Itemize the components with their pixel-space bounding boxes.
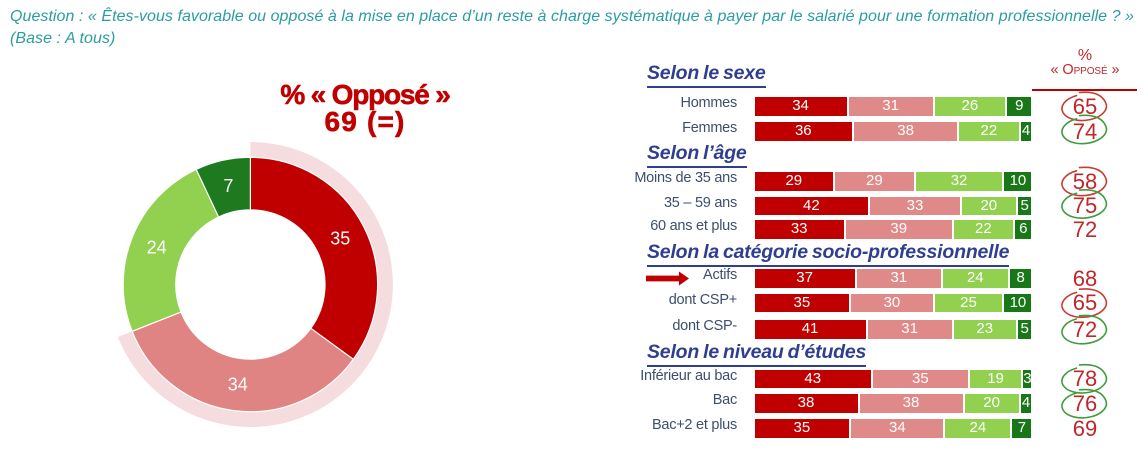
svg-text:34: 34	[228, 375, 248, 395]
svg-text:7: 7	[223, 176, 233, 196]
svg-text:24: 24	[147, 237, 167, 257]
svg-text:35: 35	[330, 229, 350, 249]
